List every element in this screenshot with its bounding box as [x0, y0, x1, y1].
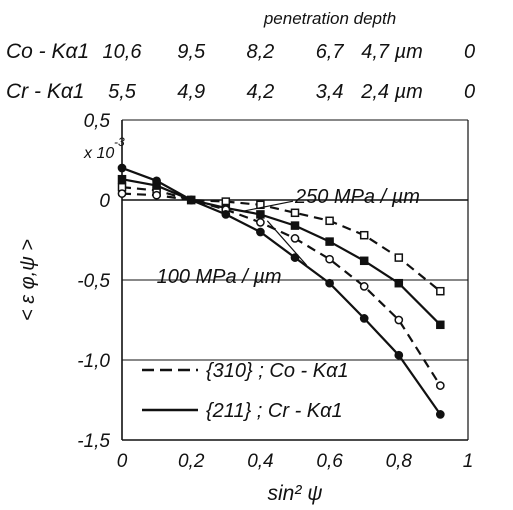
top-axis-value: 8,2 — [246, 41, 274, 63]
data-point — [256, 227, 265, 237]
data-point — [186, 195, 196, 205]
data-point — [117, 174, 127, 184]
top-axis-value: 0 — [464, 41, 475, 63]
data-point — [152, 176, 161, 186]
y-multiplier-label: x 10 — [83, 145, 114, 162]
series-line — [121, 166, 442, 416]
y-axis-title: < ε φ,ψ > — [17, 239, 39, 321]
top-axis-value: 4,9 — [177, 81, 205, 103]
y-tick-label: 0 — [99, 191, 110, 212]
data-point — [290, 253, 300, 262]
top-axis-value: 3,4 — [316, 81, 344, 103]
x-axis-title: sin² ψ — [268, 482, 323, 505]
x-axis: 0 0,2 0,4 0,6 0,8 1 sin² ψ — [117, 451, 474, 505]
top-axis-value: 6,7 — [316, 41, 345, 63]
annotations: 250 MPa / µm 100 MPa / µm — [157, 186, 420, 288]
data-point — [436, 286, 445, 296]
series-line — [121, 186, 441, 293]
x-tick-label: 0,2 — [178, 451, 205, 472]
top-axis-row-label: Cr - Kα1 — [6, 80, 84, 103]
data-point — [435, 410, 445, 419]
x-tick-label: 0 — [117, 451, 128, 472]
data-point — [359, 314, 369, 323]
data-point — [359, 256, 369, 266]
series-line — [121, 192, 442, 387]
legend: {310} ; Co - Kα1 {211} ; Cr - Kα1 — [142, 360, 349, 422]
data-point — [394, 253, 404, 262]
top-axis-value: 2,4 µm — [360, 81, 423, 103]
series-1 — [117, 174, 445, 330]
x-tick-label: 0,4 — [247, 451, 273, 472]
data-point — [359, 282, 369, 291]
annotation-label: 100 MPa / µm — [157, 266, 282, 288]
data-point — [325, 278, 334, 288]
top-axis-title: penetration depth — [263, 9, 396, 28]
top-axis-value: 4,7 µm — [361, 41, 423, 63]
y-tick-label: -1,5 — [77, 431, 110, 452]
data-point — [117, 189, 127, 198]
series-3 — [117, 163, 445, 419]
data-point — [394, 278, 404, 288]
legend-label: {310} ; Co - Kα1 — [206, 360, 349, 382]
top-axis-value: 5,5 — [108, 81, 137, 103]
data-point — [256, 218, 265, 227]
x-tick-label: 0,8 — [386, 451, 413, 472]
annotation-leader — [266, 220, 308, 266]
series-group — [117, 163, 445, 419]
y-axis: 0,5 0 -0,5 -1,0 -1,5 x 10-3 < ε φ,ψ > — [17, 111, 125, 452]
y-tick-label: 0,5 — [84, 111, 111, 132]
data-point — [394, 350, 404, 360]
legend-label: {211} ; Cr - Kα1 — [206, 400, 343, 422]
data-point — [436, 320, 445, 330]
top-axis: penetration depth Co - Kα1 10,6 9,5 8,2 6,7 4,… — [6, 9, 475, 103]
data-point — [256, 210, 265, 219]
data-point — [290, 208, 300, 218]
annotation-label: 250 MPa / µm — [294, 186, 420, 208]
data-point — [359, 230, 369, 240]
top-axis-value: 9,5 — [177, 41, 206, 63]
top-axis-value: 10,6 — [103, 41, 143, 63]
y-tick-label: -0,5 — [77, 271, 110, 292]
data-point — [394, 315, 404, 325]
x-tick-label: 0,6 — [316, 451, 343, 472]
data-point — [325, 254, 334, 264]
data-point — [325, 216, 334, 226]
y-tick-label: -1,0 — [77, 351, 110, 372]
x-tick-label: 1 — [463, 451, 474, 472]
data-point — [117, 163, 127, 173]
data-point — [290, 234, 300, 243]
data-point — [152, 190, 161, 200]
top-axis-value: 4,2 — [246, 81, 274, 103]
data-point — [290, 221, 300, 230]
data-point — [325, 237, 334, 246]
annotation-leader — [242, 200, 294, 212]
top-axis-row-label: Co - Kα1 — [6, 40, 89, 63]
data-point — [221, 210, 231, 219]
series-line — [121, 178, 442, 326]
grid-lines — [122, 119, 468, 441]
y-multiplier-exponent: -3 — [114, 135, 125, 149]
data-point — [435, 381, 445, 390]
top-axis-value: 0 — [464, 81, 475, 103]
